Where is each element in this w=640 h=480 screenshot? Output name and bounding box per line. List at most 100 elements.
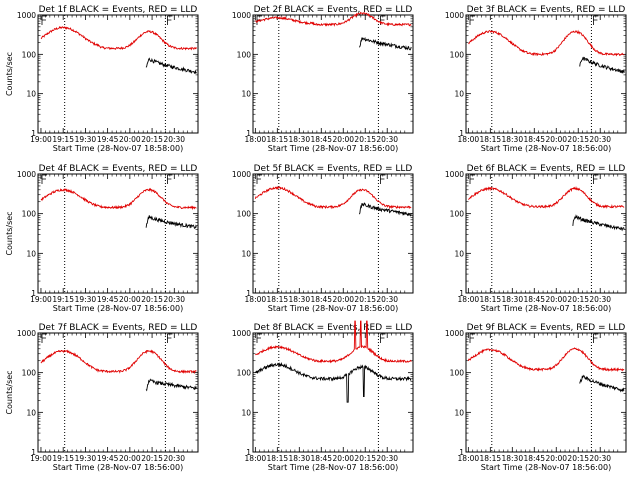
y-tick-label: 10 — [26, 249, 36, 258]
series-lld — [40, 25, 197, 51]
chart-panel-8: Det 8f BLACK = Events, RED = LLD 1 10 100 10… — [232, 320, 414, 472]
y-tick-label: 1 — [246, 448, 251, 457]
y-axis-label: Counts/sec — [5, 52, 14, 96]
x-tick-label: 19:45 — [97, 295, 119, 304]
chart-title: Det 2f BLACK = Events, RED = LLD — [254, 5, 413, 15]
y-tick-label: 1000 — [17, 11, 36, 20]
y-tick-label: 1 — [459, 289, 464, 298]
x-axis-label: Start Time (28-Nov-07 18:56:00) — [481, 144, 611, 153]
y-tick-label: 1 — [459, 448, 464, 457]
flag-marker-right — [593, 333, 599, 343]
x-tick-label: 20:30 — [589, 454, 611, 463]
y-tick-label: 100 — [22, 210, 37, 219]
y-tick-label: 100 — [22, 50, 37, 59]
plot-frame — [465, 173, 627, 294]
y-tick-label: 100 — [237, 210, 252, 219]
x-tick-label: 18:15 — [480, 295, 502, 304]
x-tick-label: 19:45 — [97, 135, 119, 144]
plot-frame — [252, 332, 414, 453]
y-tick-label: 100 — [450, 210, 465, 219]
y-axis-label: Counts/sec — [5, 370, 14, 414]
x-tick-label: 18:00 — [245, 135, 267, 144]
x-tick-label: 20:15 — [567, 454, 589, 463]
series-events — [145, 215, 197, 230]
x-tick-label: 20:30 — [163, 135, 185, 144]
flag-marker-right — [593, 15, 599, 25]
y-tick-label: 100 — [237, 369, 252, 378]
x-tick-label: 18:45 — [523, 454, 545, 463]
x-tick-label: 20:00 — [545, 135, 567, 144]
x-tick-label: 18:00 — [458, 135, 480, 144]
x-tick-label: 20:15 — [141, 454, 163, 463]
x-tick-label: 20:00 — [119, 454, 141, 463]
x-tick-label: 20:00 — [332, 135, 354, 144]
y-tick-label: 1000 — [445, 11, 464, 20]
x-tick-label: 20:15 — [354, 135, 376, 144]
flag-marker-left — [41, 174, 47, 184]
plot-frame — [465, 332, 627, 453]
plot-frame — [37, 332, 199, 453]
x-tick-label: 20:30 — [163, 295, 185, 304]
y-tick-label: 1000 — [17, 329, 36, 338]
series-lld — [255, 11, 412, 27]
x-tick-label: 18:30 — [501, 295, 523, 304]
flag-marker-left — [256, 333, 262, 343]
y-tick-label: 1 — [246, 129, 251, 138]
x-tick-label: 20:15 — [141, 295, 163, 304]
series-lld — [254, 185, 412, 210]
y-tick-label: 100 — [22, 369, 37, 378]
y-tick-label: 1000 — [445, 170, 464, 179]
y-tick-label: 100 — [450, 369, 465, 378]
x-tick-label: 19:30 — [75, 454, 97, 463]
x-tick-label: 20:00 — [332, 295, 354, 304]
x-tick-label: 20:00 — [119, 295, 141, 304]
y-tick-label: 10 — [241, 90, 251, 99]
flag-marker-right — [167, 333, 173, 343]
x-axis-label: Start Time (28-Nov-07 18:56:00) — [53, 463, 183, 472]
series-events — [579, 56, 625, 74]
x-tick-label: 18:45 — [310, 454, 332, 463]
x-tick-label: 18:00 — [245, 454, 267, 463]
chart-panel-2: Det 2f BLACK = Events, RED = LLD 1 10 100 10… — [232, 5, 414, 153]
plot-frame — [465, 14, 627, 134]
y-tick-label: 10 — [241, 408, 251, 417]
x-tick-label: 20:30 — [376, 135, 398, 144]
flag-marker-left — [41, 15, 47, 25]
chart-title: Det 7f BLACK = Events, RED = LLD — [39, 323, 198, 333]
x-tick-label: 20:00 — [545, 454, 567, 463]
plot-frame — [252, 14, 414, 134]
x-tick-label: 20:30 — [589, 295, 611, 304]
x-tick-label: 18:30 — [288, 454, 310, 463]
x-tick-label: 20:15 — [567, 295, 589, 304]
chart-panel-4: Det 4f BLACK = Events, RED = LLD 1 10 100 10… — [5, 164, 199, 313]
flag-marker-right — [167, 174, 173, 184]
x-tick-label: 18:45 — [523, 135, 545, 144]
chart-title: Det 3f BLACK = Events, RED = LLD — [467, 5, 626, 15]
y-tick-label: 1000 — [445, 329, 464, 338]
x-tick-label: 19:15 — [52, 454, 74, 463]
x-tick-label: 18:15 — [267, 454, 289, 463]
series-lld — [468, 29, 625, 57]
x-tick-label: 19:30 — [75, 295, 97, 304]
y-tick-label: 10 — [241, 249, 251, 258]
x-tick-label: 20:30 — [376, 454, 398, 463]
chart-panel-9: Det 9f BLACK = Events, RED = LLD 1 10 100 10… — [445, 323, 627, 472]
y-tick-label: 1 — [246, 289, 251, 298]
x-tick-label: 20:00 — [545, 295, 567, 304]
plot-frame — [252, 173, 414, 294]
y-tick-label: 100 — [237, 50, 252, 59]
plot-frame — [37, 173, 199, 294]
x-tick-label: 19:00 — [30, 295, 52, 304]
x-tick-label: 18:30 — [288, 135, 310, 144]
y-tick-label: 1 — [31, 289, 36, 298]
plot-frame — [37, 14, 199, 134]
chart-panel-5: Det 5f BLACK = Events, RED = LLD 1 10 100 10… — [232, 164, 414, 313]
series-events — [572, 214, 625, 232]
x-tick-label: 18:30 — [288, 295, 310, 304]
x-axis-label: Start Time (28-Nov-07 18:58:00) — [53, 144, 183, 153]
series-events — [359, 36, 412, 51]
x-tick-label: 18:15 — [267, 295, 289, 304]
y-tick-label: 1000 — [17, 170, 36, 179]
